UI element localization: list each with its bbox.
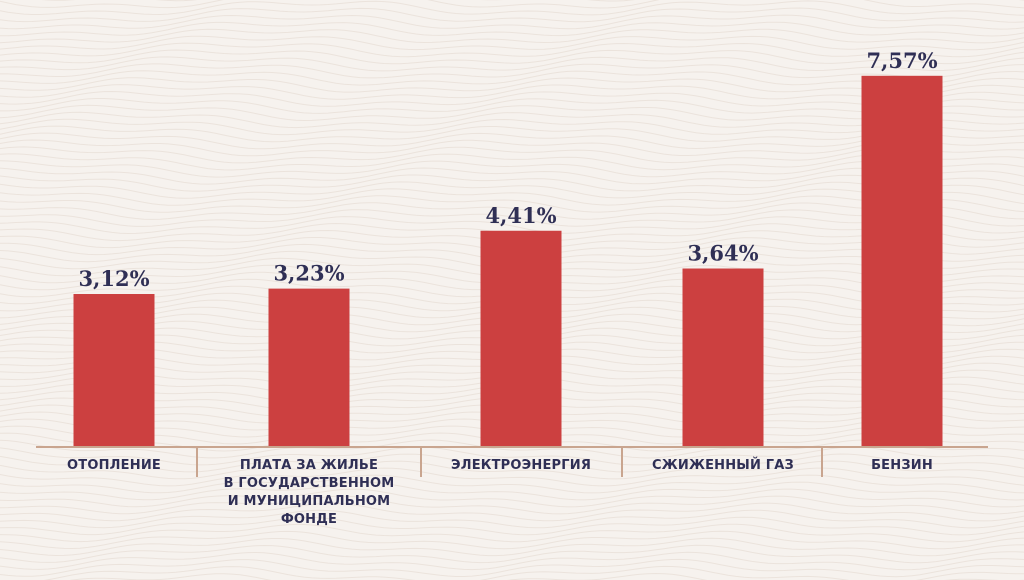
x-axis: [36, 446, 988, 477]
category-label-liquefied-gas: СЖИЖЕННЫЙ ГАЗ: [652, 458, 794, 473]
value-label-4: 7,57%: [866, 48, 937, 73]
category-label-housing-fee: ПЛАТА ЗА ЖИЛЬЕ В ГОСУДАРСТВЕННОМ И МУНИЦ…: [223, 458, 395, 527]
category-label-heating: ОТОПЛЕНИЕ: [67, 458, 161, 473]
category-label-gasoline: БЕНЗИН: [871, 458, 933, 473]
bars-group: [73, 75, 943, 447]
bar-0: [73, 294, 155, 447]
value-label-1: 3,23%: [273, 261, 344, 286]
value-label-3: 3,64%: [687, 241, 758, 266]
category-label-electricity: ЭЛЕКТРОЭНЕРГИЯ: [450, 458, 592, 473]
bar-2: [480, 230, 562, 447]
value-label-0: 3,12%: [78, 266, 149, 291]
value-labels-group: 3,12% 3,23% 4,41% 3,64% 7,57%: [78, 48, 937, 291]
value-label-2: 4,41%: [485, 203, 556, 228]
bar-4: [861, 75, 943, 447]
bar-3: [682, 268, 764, 447]
bar-1: [268, 288, 350, 447]
